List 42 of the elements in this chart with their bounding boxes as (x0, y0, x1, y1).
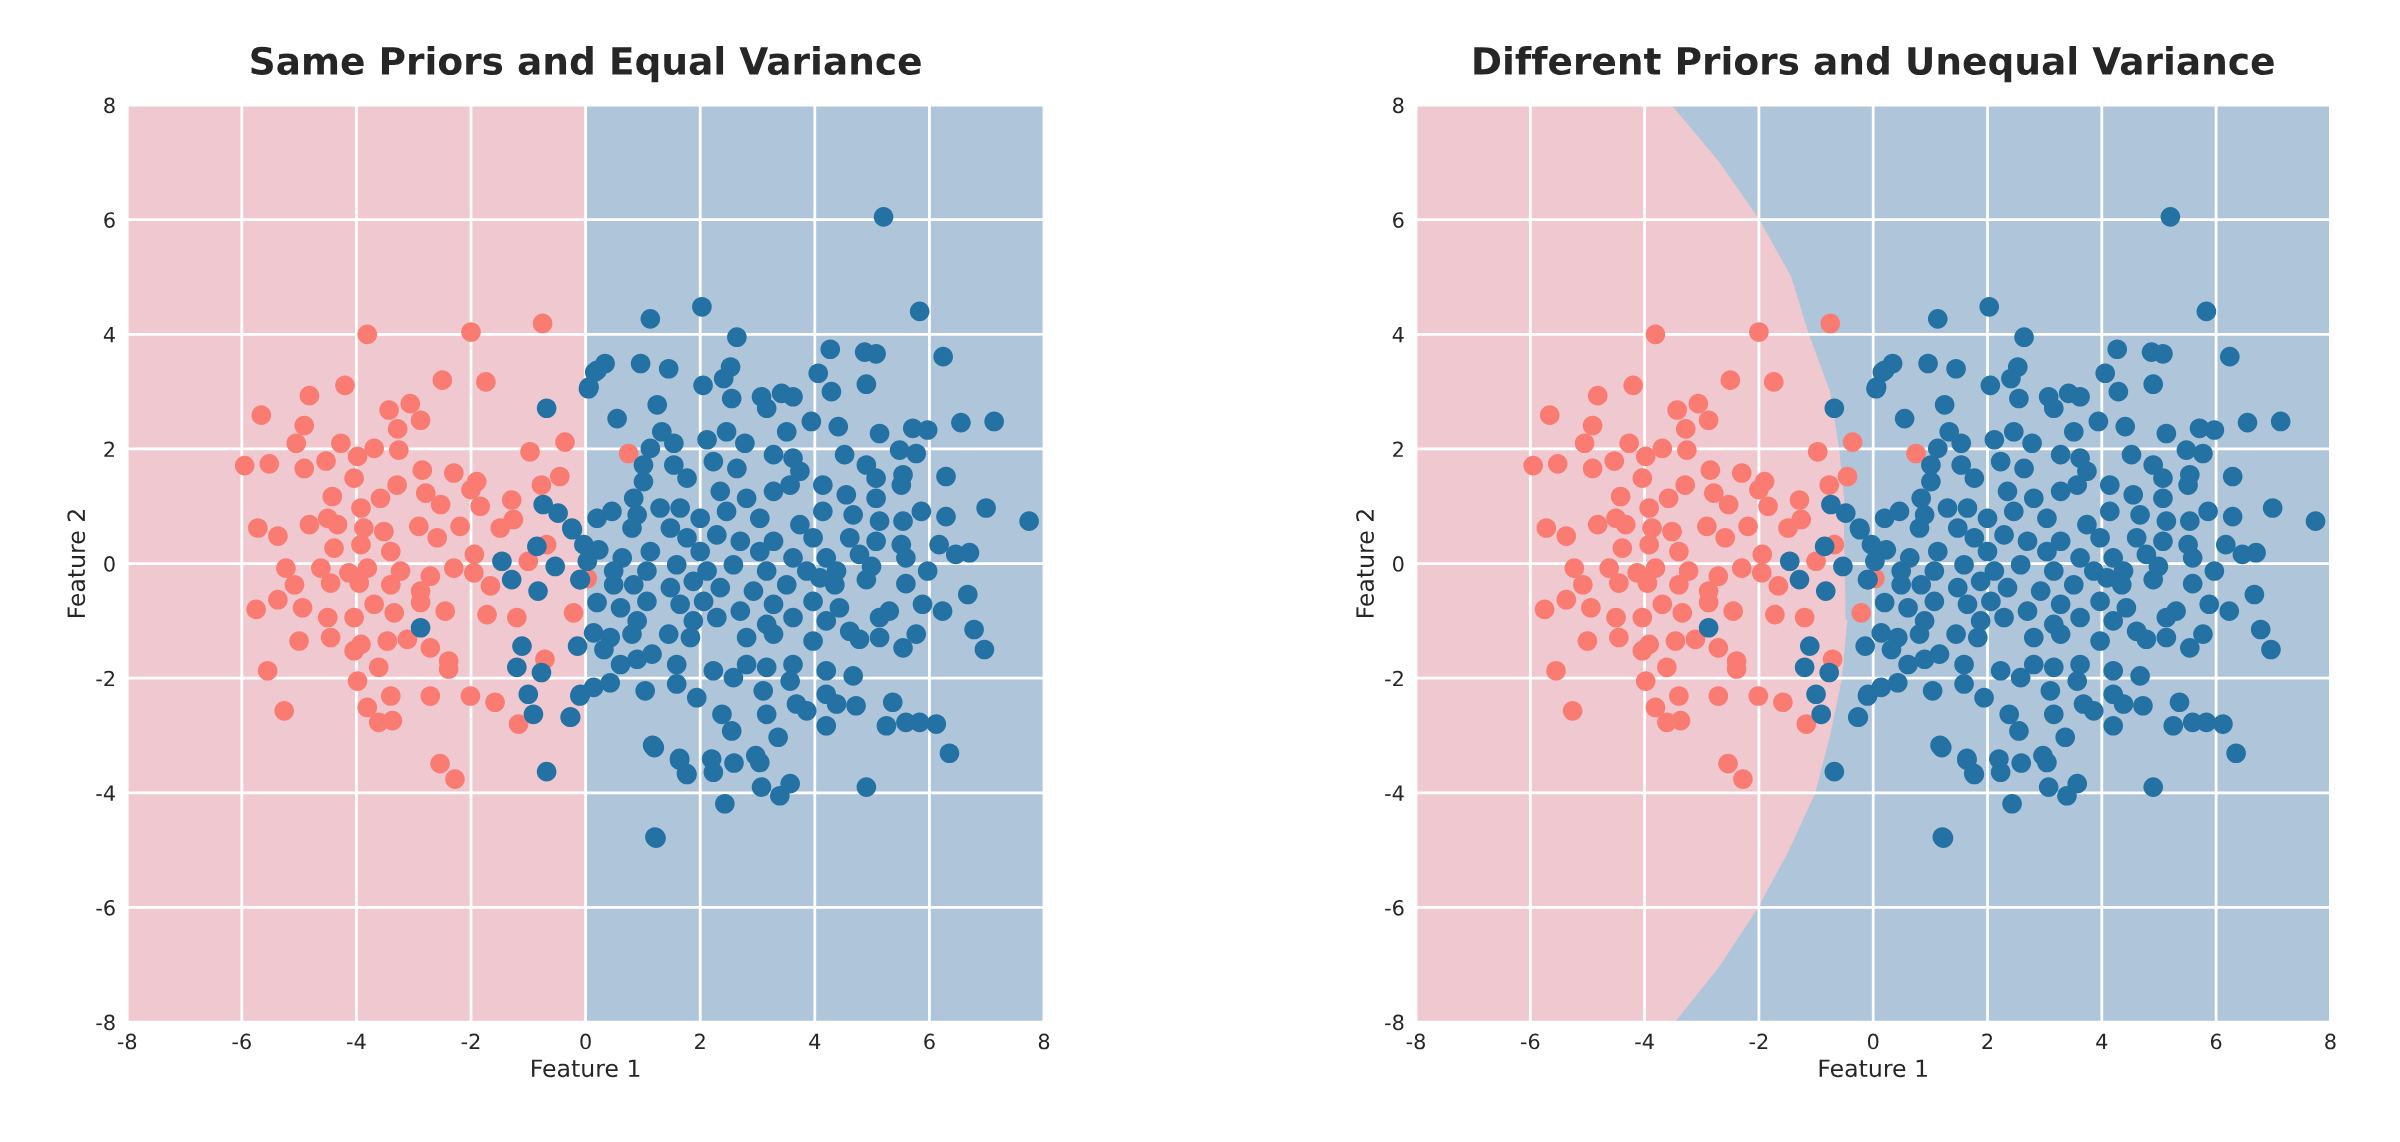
x-tick-label: -4 (1635, 1033, 1654, 1050)
y-tick-label: -8 (96, 1014, 115, 1031)
x-axis-title: Feature 1 (532, 1059, 640, 1078)
y-tick-label: -8 (1385, 1014, 1404, 1031)
chart-title: Same Priors and Equal Variance (251, 46, 921, 83)
x-tick-label: -4 (347, 1033, 366, 1050)
x-axis-title: Feature 1 (1819, 1059, 1927, 1078)
y-tick-label: -6 (1385, 899, 1404, 916)
x-tick-label: 8 (1038, 1033, 1050, 1050)
y-tick-label: 6 (1393, 212, 1404, 228)
y-tick-label: 8 (1393, 97, 1404, 114)
x-tick-label: -6 (1520, 1033, 1540, 1050)
y-tick-label: 0 (104, 556, 115, 572)
x-tick-label: 2 (695, 1033, 705, 1050)
chart-title: Different Priors and Unequal Variance (1474, 46, 2274, 83)
x-tick-label: 4 (2096, 1033, 2108, 1050)
x-tick-label: 4 (809, 1033, 821, 1050)
y-tick-label: 4 (103, 327, 115, 343)
x-tick-label: -8 (1406, 1033, 1425, 1050)
y-tick-label: -2 (96, 670, 114, 687)
x-tick-label: -2 (461, 1033, 480, 1050)
x-tick-label: 6 (2210, 1033, 2222, 1050)
y-tick-label: 4 (1392, 327, 1404, 343)
x-tick-label: -2 (1749, 1033, 1768, 1050)
x-tick-label: 2 (1982, 1033, 1993, 1050)
y-tick-label: 2 (104, 441, 114, 457)
y-axis-title: Feature 2 (1356, 510, 1374, 618)
x-tick-label: -8 (117, 1033, 137, 1050)
y-tick-label: 8 (104, 97, 115, 114)
x-tick-label: -6 (232, 1033, 251, 1050)
x-tick-label: 8 (2325, 1033, 2336, 1050)
y-tick-label: -6 (96, 899, 115, 916)
x-tick-label: 0 (1867, 1033, 1879, 1050)
y-tick-label: 6 (104, 212, 115, 228)
y-tick-label: -4 (96, 785, 115, 801)
x-tick-label: 6 (924, 1033, 935, 1050)
x-tick-label: 0 (580, 1033, 591, 1050)
y-axis-title: Feature 2 (67, 510, 86, 618)
y-tick-label: 2 (1393, 441, 1403, 457)
y-tick-label: -4 (1385, 785, 1404, 801)
y-tick-label: -2 (1385, 670, 1403, 687)
y-tick-label: 0 (1393, 556, 1404, 572)
